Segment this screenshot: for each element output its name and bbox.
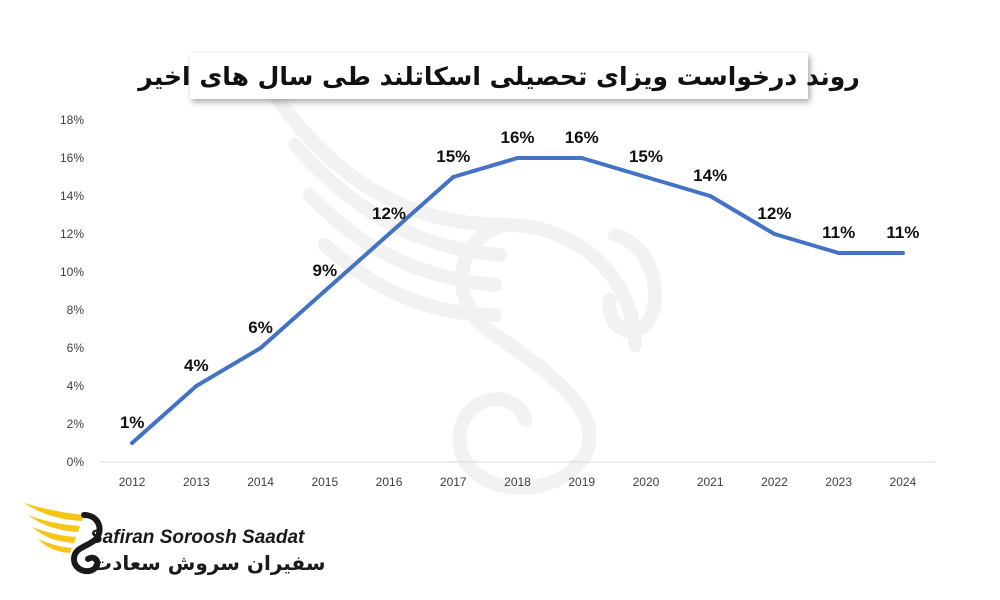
data-label: 11% [886, 223, 919, 242]
x-tick-label: 2017 [440, 475, 467, 489]
data-point [772, 232, 777, 236]
data-point [194, 384, 199, 388]
data-label: 15% [629, 147, 663, 166]
data-point [451, 175, 456, 179]
y-tick-label: 18% [60, 113, 84, 127]
y-axis-ticks: 0% 2% 4% 6% 8% 10% 12% 14% 16% 18% [60, 113, 84, 469]
data-label: 6% [248, 318, 273, 337]
data-label: 14% [693, 166, 727, 185]
data-point [130, 441, 135, 445]
data-label: 16% [500, 128, 534, 147]
x-tick-label: 2018 [504, 475, 531, 489]
brand-name-persian: سفیران سروش سعادت [92, 551, 326, 575]
x-tick-label: 2015 [311, 475, 338, 489]
data-point [515, 156, 520, 160]
data-label: 15% [436, 147, 470, 166]
x-tick-label: 2022 [761, 475, 788, 489]
y-tick-label: 8% [67, 303, 85, 317]
y-tick-label: 12% [60, 227, 84, 241]
data-label: 11% [822, 223, 855, 242]
y-tick-label: 0% [67, 455, 85, 469]
x-tick-label: 2016 [376, 475, 403, 489]
data-label: 12% [757, 204, 791, 223]
y-tick-label: 2% [67, 417, 85, 431]
brand-logo: Safiran Soroosh Saadat سفیران سروش سعادت [22, 495, 326, 585]
x-tick-label: 2023 [825, 475, 852, 489]
series-line-layer [130, 156, 905, 445]
x-tick-label: 2014 [247, 475, 274, 489]
y-tick-label: 10% [60, 265, 84, 279]
y-tick-label: 4% [67, 379, 85, 393]
data-label: 9% [313, 261, 338, 280]
brand-name-english: Safiran Soroosh Saadat [90, 527, 305, 548]
y-tick-label: 14% [60, 189, 84, 203]
data-point [387, 232, 392, 236]
x-tick-label: 2021 [697, 475, 724, 489]
chart-title: روند درخواست ویزای تحصیلی اسکاتلند طی سا… [138, 61, 860, 91]
swan-wing-icon [24, 503, 103, 575]
data-point [836, 251, 841, 255]
data-point [258, 346, 263, 350]
y-tick-label: 16% [60, 151, 84, 165]
x-tick-label: 2012 [119, 475, 146, 489]
x-tick-label: 2020 [633, 475, 660, 489]
data-point [643, 175, 648, 179]
x-tick-label: 2013 [183, 475, 210, 489]
data-labels: 1% 4% 6% 9% 12% 15% 16% 16% 15% 14% 12% 11% 11% [120, 128, 920, 432]
x-tick-label: 2019 [568, 475, 595, 489]
data-point [579, 156, 584, 160]
data-label: 16% [565, 128, 599, 147]
series-line [130, 156, 905, 445]
data-label: 12% [372, 204, 406, 223]
chart-title-box: روند درخواست ویزای تحصیلی اسکاتلند طی سا… [138, 53, 860, 99]
y-tick-label: 6% [67, 341, 85, 355]
data-label: 4% [184, 356, 209, 375]
data-label: 1% [120, 413, 145, 432]
x-axis-ticks: 2012 2013 2014 2015 2016 2017 2018 2019 2020 2021… [119, 475, 917, 489]
x-tick-label: 2024 [890, 475, 917, 489]
data-point [322, 289, 327, 293]
data-point [900, 251, 905, 255]
data-point [708, 194, 713, 198]
